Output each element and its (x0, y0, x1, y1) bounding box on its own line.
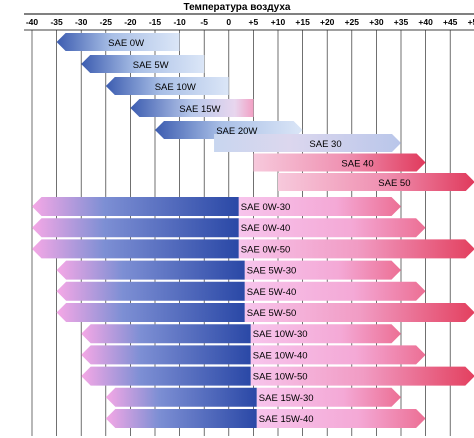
bar-summer-part (244, 260, 401, 280)
bar-winter-part (81, 345, 251, 365)
bar-label: SAE 10W-50 (253, 372, 308, 383)
bar-shape (81, 55, 205, 73)
bar-sae-5w-50: SAE 5W-50 (56, 303, 474, 322)
bar-winter-part (32, 218, 239, 238)
bar-winter-part (81, 324, 251, 344)
x-tick-label: +20 (320, 17, 335, 27)
bar-sae-50: SAE 50 (278, 173, 474, 191)
x-tick-label: +30 (369, 17, 384, 27)
x-tick-label: -25 (100, 17, 113, 27)
bar-winter-part (56, 303, 245, 322)
x-tick-label: +35 (394, 17, 409, 27)
bar-label: SAE 15W (179, 104, 220, 115)
bar-sae-5w-30: SAE 5W-30 (56, 260, 401, 280)
bar-label: SAE 10W-30 (253, 329, 308, 340)
bar-label: SAE 0W-50 (241, 244, 290, 255)
x-tick-label: -35 (50, 17, 63, 27)
bar-label: SAE 0W-30 (241, 202, 290, 213)
bar-sae-5w: SAE 5W (81, 55, 205, 73)
x-tick-label: -15 (149, 17, 162, 27)
x-tick-label: -10 (173, 17, 186, 27)
x-tick-label: -40 (26, 17, 39, 27)
x-tick-label: 0 (226, 17, 231, 27)
bar-sae-15w: SAE 15W (130, 99, 254, 117)
bar-label: SAE 10W (155, 82, 196, 93)
bar-sae-15w-40: SAE 15W-40 (105, 409, 426, 428)
bar-winter-part (105, 409, 257, 428)
bar-label: SAE 5W-50 (247, 308, 296, 319)
x-tick-label: -5 (200, 17, 208, 27)
bar-winter-part (105, 387, 257, 407)
bar-winter-part (56, 281, 245, 301)
bar-summer-part (256, 387, 401, 407)
bar-label: SAE 40 (341, 159, 373, 170)
bar-winter-part (32, 239, 239, 259)
bar-summer-part (238, 218, 426, 238)
bar-summer-part (250, 324, 401, 344)
bar-label: SAE 50 (378, 178, 410, 189)
bar-sae-0w-40: SAE 0W-40 (32, 218, 426, 238)
x-tick-label: -30 (75, 17, 88, 27)
x-tick-label: +10 (271, 17, 286, 27)
bar-summer-part (244, 281, 426, 301)
bar-sae-0w-50: SAE 0W-50 (32, 239, 474, 259)
x-tick-label: -20 (124, 17, 137, 27)
bar-label: SAE 5W-40 (247, 287, 296, 298)
x-tick-label: +50 (468, 17, 474, 27)
bar-sae-30: SAE 30 (214, 134, 401, 152)
bar-label: SAE 0W-40 (241, 223, 290, 234)
bar-label: SAE 15W-30 (259, 393, 314, 404)
x-tick-label: +5 (249, 17, 259, 27)
x-axis-ticks: -40 -35 -30 -25 -20 -15 -10 -5 0 +5 +10 +15 +20 +25 +3… (26, 17, 474, 27)
bar-shape (105, 77, 229, 95)
bar-shape (253, 153, 426, 172)
bar-summer-part (250, 345, 426, 365)
bar-label: SAE 0W (108, 38, 144, 49)
bar-sae-10w: SAE 10W (105, 77, 229, 95)
bar-sae-15w-30: SAE 15W-30 (105, 387, 401, 407)
bar-label: SAE 20W (216, 126, 257, 137)
bar-label: SAE 10W-40 (253, 350, 308, 361)
bar-label: SAE 5W-30 (247, 266, 296, 277)
bar-shape (56, 33, 180, 51)
x-tick-label: +45 (443, 17, 458, 27)
bar-sae-10w-50: SAE 10W-50 (81, 366, 474, 386)
bar-label: SAE 15W-40 (259, 414, 314, 425)
x-tick-label: +40 (418, 17, 433, 27)
bar-sae-10w-30: SAE 10W-30 (81, 324, 401, 344)
bar-sae-5w-40: SAE 5W-40 (56, 281, 426, 301)
bar-summer-part (238, 239, 474, 259)
bar-summer-part (250, 366, 474, 386)
bar-label: SAE 30 (309, 139, 341, 150)
bar-winter-part (56, 260, 245, 280)
bar-winter-part (32, 197, 239, 216)
bar-summer-part (256, 409, 426, 428)
chart-title: Температура воздуха (184, 2, 291, 13)
bar-summer-part (238, 197, 401, 216)
bar-sae-0w: SAE 0W (56, 33, 180, 51)
bar-sae-0w-30: SAE 0W-30 (32, 197, 401, 216)
bar-summer-part (244, 303, 474, 322)
bar-label: SAE 5W (133, 60, 169, 71)
bar-sae-10w-40: SAE 10W-40 (81, 345, 426, 365)
bar-shape (278, 173, 474, 191)
bar-winter-part (81, 366, 251, 386)
x-tick-label: +15 (295, 17, 310, 27)
bar-sae-40: SAE 40 (253, 153, 426, 172)
x-tick-label: +25 (345, 17, 360, 27)
bar-shape (214, 134, 401, 152)
bar-shape (130, 99, 254, 117)
